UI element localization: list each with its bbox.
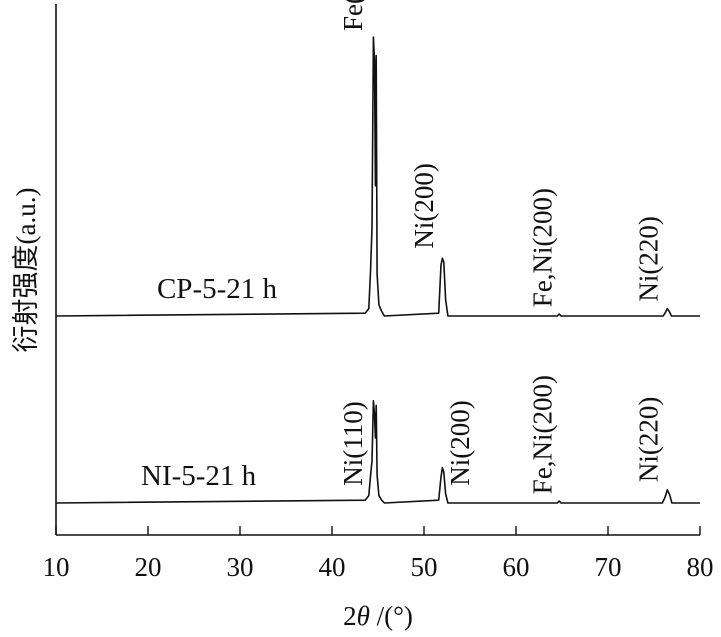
- x-axis-title: 2θ /(°): [343, 601, 413, 631]
- x-ticks: 10 20 30 40 50 60 70 80: [43, 526, 714, 582]
- x-tick-label-20: 20: [135, 552, 162, 582]
- peak-annotation-1: Fe(110): [338, 0, 368, 31]
- axes: [55, 4, 700, 536]
- series-label-1: CP-5-21 h: [157, 273, 278, 305]
- series-label-2: NI-5-21 h: [141, 460, 257, 492]
- y-axis-title: 衍射强度(a.u.): [11, 188, 41, 353]
- x-tick-label-60: 60: [503, 552, 530, 582]
- x-tick-label-10: 10: [43, 552, 70, 582]
- peak-annotation-2: Ni(200): [409, 163, 439, 248]
- x-tick-label-40: 40: [319, 552, 346, 582]
- x-tick-label-30: 30: [227, 552, 254, 582]
- peak-annotation-3: Fe,Ni(200): [528, 188, 558, 307]
- plot-lines: [55, 36, 700, 504]
- x-tick-label-80: 80: [687, 552, 714, 582]
- peak-annotation-7: Fe,Ni(200): [528, 375, 558, 494]
- peak-annotations: Fe(110) Ni(200) Fe,Ni(200) Ni(220) Ni(110) Ni…: [338, 0, 663, 494]
- x-tick-label-50: 50: [411, 552, 438, 582]
- series-labels: CP-5-21 h NI-5-21 h: [141, 273, 277, 492]
- peak-annotation-8: Ni(220): [633, 397, 663, 482]
- peak-annotation-5: Ni(110): [338, 401, 368, 485]
- series-line-2: [55, 399, 700, 504]
- peak-annotation-4: Ni(220): [633, 216, 663, 301]
- x-tick-label-70: 70: [595, 552, 622, 582]
- series-line-1: [55, 36, 700, 317]
- peak-annotation-6: Ni(200): [445, 400, 475, 485]
